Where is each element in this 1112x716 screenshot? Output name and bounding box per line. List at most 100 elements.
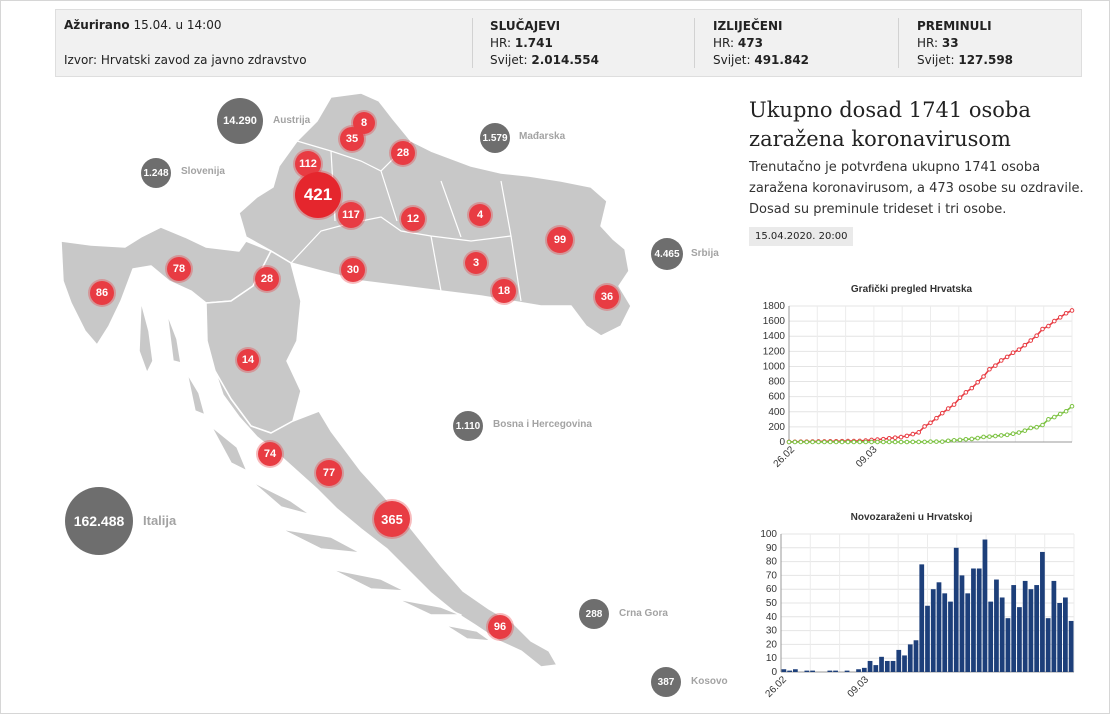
- bar: [792, 669, 798, 672]
- county-bubble-zagreb[interactable]: 421: [295, 172, 341, 218]
- bar: [1028, 589, 1034, 672]
- county-bubble[interactable]: 99: [547, 227, 573, 253]
- y-tick-label: 200: [768, 422, 785, 433]
- chart-title: Novozaraženi u Hrvatskoj: [850, 512, 973, 523]
- county-bubble[interactable]: 28: [255, 267, 279, 291]
- bar: [953, 547, 959, 672]
- data-point: [1016, 430, 1022, 435]
- data-point: [1057, 315, 1063, 320]
- map-island: [250, 480, 312, 516]
- bar: [844, 670, 850, 672]
- data-point: [833, 439, 839, 445]
- updated-value: 15.04. u 14:00: [133, 18, 222, 32]
- county-bubble[interactable]: 18: [492, 279, 516, 303]
- data-point: [804, 439, 809, 445]
- data-point: [981, 374, 986, 379]
- data-point: [792, 439, 798, 445]
- data-point: [957, 395, 963, 401]
- bar: [982, 539, 988, 672]
- bar: [1057, 603, 1063, 672]
- map-island: [166, 312, 182, 364]
- data-point: [1040, 326, 1045, 332]
- bar: [1068, 620, 1074, 672]
- county-bubble[interactable]: 35: [340, 127, 364, 151]
- country-bubble-austria[interactable]: 14.290: [217, 98, 263, 144]
- data-point: [1040, 422, 1045, 428]
- county-bubble[interactable]: 365: [374, 501, 410, 537]
- data-point: [881, 439, 886, 445]
- data-point: [934, 439, 939, 444]
- county-bubble[interactable]: 112: [295, 151, 321, 177]
- bar: [861, 667, 867, 672]
- data-point: [1010, 350, 1016, 355]
- county-bubble[interactable]: 117: [338, 202, 364, 228]
- bar: [919, 564, 925, 672]
- stat-hr-value: 33: [941, 36, 959, 50]
- country-bubble-kosovo[interactable]: 387: [651, 667, 681, 697]
- data-point: [1022, 428, 1028, 433]
- map-island: [138, 300, 154, 374]
- data-point: [1069, 308, 1075, 313]
- country-bubble-montenegro[interactable]: 288: [579, 599, 609, 629]
- county-bubble[interactable]: 4: [469, 204, 491, 226]
- data-point: [1052, 414, 1057, 420]
- country-label: Bosna i Hercegovina: [493, 419, 592, 430]
- data-point: [1052, 318, 1057, 324]
- bar: [913, 640, 919, 672]
- country-bubble-bih[interactable]: 1.110: [453, 411, 483, 441]
- data-point: [1016, 347, 1022, 352]
- county-border: [300, 390, 320, 412]
- county-bubble[interactable]: 74: [258, 442, 282, 466]
- data-point: [969, 385, 975, 391]
- country-bubble-italy[interactable]: 162.488: [65, 487, 133, 555]
- county-bubble[interactable]: 36: [595, 285, 619, 309]
- article-lead: Trenutačno je potvrđena ukupno 1741 osob…: [749, 160, 1084, 217]
- county-bubble[interactable]: 96: [488, 615, 512, 639]
- county-bubble[interactable]: 78: [167, 257, 191, 281]
- county-bubble[interactable]: 14: [237, 349, 259, 371]
- country-bubble-hungary[interactable]: 1.579: [480, 123, 510, 153]
- bar: [1022, 580, 1028, 672]
- y-tick-label: 100: [760, 529, 777, 540]
- county-bubble[interactable]: 28: [391, 141, 415, 165]
- data-point: [951, 402, 957, 407]
- data-point: [892, 435, 898, 440]
- data-point: [945, 438, 951, 444]
- stat-world-value: 2.014.554: [531, 53, 599, 67]
- y-tick-label: 1600: [763, 316, 786, 327]
- map-island: [396, 598, 462, 616]
- bar: [959, 575, 965, 672]
- county-bubble[interactable]: 30: [341, 258, 365, 282]
- bar: [827, 670, 833, 672]
- data-point: [916, 439, 922, 445]
- y-tick-label: 0: [771, 667, 777, 678]
- county-bubble[interactable]: 86: [90, 281, 114, 305]
- bar: [907, 644, 913, 672]
- data-point: [851, 439, 857, 445]
- data-point: [922, 424, 927, 429]
- y-tick-label: 20: [766, 639, 778, 650]
- country-bubble-slovenia[interactable]: 1.248: [141, 158, 171, 188]
- data-point: [1004, 432, 1010, 438]
- county-bubble[interactable]: 77: [316, 460, 342, 486]
- stat-world-label: Svijet:: [713, 53, 751, 67]
- data-point: [928, 439, 933, 444]
- county-bubble[interactable]: 3: [465, 252, 487, 274]
- bar: [896, 649, 902, 672]
- data-point: [904, 433, 910, 439]
- divider: [472, 18, 473, 68]
- country-label: Kosovo: [691, 676, 728, 687]
- bar: [1063, 597, 1068, 672]
- data-point: [951, 438, 957, 443]
- y-tick-label: 30: [766, 626, 778, 637]
- bar: [965, 593, 971, 672]
- bar: [942, 593, 948, 672]
- data-point: [1022, 342, 1028, 348]
- data-point: [963, 436, 969, 442]
- county-bubble[interactable]: 12: [401, 207, 425, 231]
- stat-cases: SLUČAJEVI HR: 1.741 Svijet: 2.014.554: [490, 18, 599, 69]
- country-bubble-serbia[interactable]: 4.465: [651, 238, 683, 270]
- stat-hr-label: HR:: [713, 36, 735, 50]
- county-border: [380, 170, 398, 222]
- source-text: Izvor: Hrvatski zavod za javno zdravstvo: [64, 53, 307, 67]
